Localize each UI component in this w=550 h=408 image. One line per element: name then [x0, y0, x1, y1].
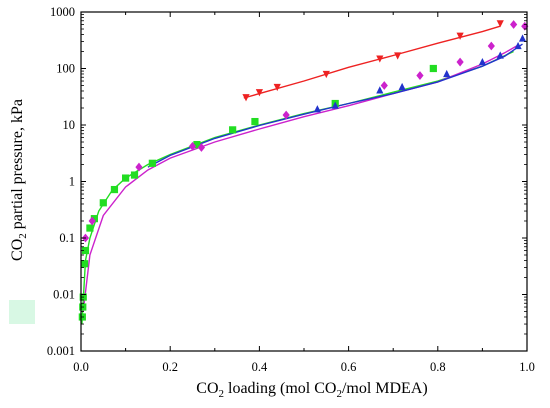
data-point-series-1: [251, 117, 259, 126]
data-point-series-2: [282, 110, 290, 120]
data-point-series-2: [197, 143, 206, 152]
data-point-series-1: [80, 260, 89, 268]
data-point-series-3: [514, 41, 522, 50]
data-point-series-3: [478, 57, 486, 66]
data-point-series-2: [188, 141, 197, 151]
data-point-series-2: [135, 162, 143, 172]
y-tick-label: 1: [69, 175, 75, 189]
y-tick-label: 0.1: [59, 231, 75, 245]
y-axis-title: CO2 partial pressure, kPa: [9, 99, 29, 261]
fit-curves: [81, 25, 523, 325]
data-point-series-3: [398, 82, 406, 91]
x-axis-title: CO2 loading (mol CO2/mol MDEA): [196, 380, 427, 400]
data-point-series-4: [273, 83, 281, 92]
data-point-series-1: [122, 174, 130, 182]
data-point-series-4: [376, 55, 384, 63]
fit-curve-series-2: [82, 44, 519, 312]
data-point-series-1: [229, 126, 237, 134]
data-point-series-3: [496, 51, 504, 59]
axes: [80, 11, 528, 352]
data-point-series-2: [88, 216, 96, 226]
data-point-series-1: [99, 199, 107, 207]
x-tick-label: 0.0: [73, 360, 89, 374]
data-point-series-2: [487, 41, 495, 51]
data-point-series-3: [376, 86, 384, 94]
data-point-series-1: [193, 140, 201, 149]
y-tick-label: 0.01: [53, 288, 75, 302]
data-point-series-2: [416, 71, 424, 80]
tick-labels: 0.0 0.2 0.4 0.6 0.8 1.0 0.001 0.01 0.1 1 10 100 1000: [47, 5, 535, 374]
data-point-series-4: [255, 89, 263, 97]
x-tick-label: 0.4: [252, 360, 268, 374]
fit-curve-series-4: [243, 25, 501, 99]
data-point-series-1: [110, 185, 119, 194]
data-point-series-1: [429, 64, 437, 73]
y-tick-label: 100: [56, 62, 75, 76]
data-point-series-3: [331, 101, 339, 109]
data-point-series-1: [86, 224, 94, 232]
data-point-series-4: [394, 52, 402, 60]
x-tick-label: 0.2: [162, 360, 178, 374]
data-point-series-3: [518, 34, 527, 42]
data-point-series-2: [510, 20, 518, 29]
data-markers: [78, 20, 529, 321]
y-tick-label: 10: [63, 118, 76, 132]
data-point-series-4: [242, 94, 250, 102]
highlight-region: [9, 300, 35, 324]
data-point-series-1: [81, 246, 90, 255]
x-tick-label: 0.6: [341, 360, 357, 374]
data-point-series-3: [313, 105, 321, 113]
x-tick-label: 0.8: [430, 360, 446, 374]
data-point-series-4: [496, 20, 504, 28]
data-point-series-2: [380, 81, 388, 90]
x-tick-label: 1.0: [519, 360, 535, 374]
data-point-series-3: [443, 69, 451, 78]
data-point-series-1: [90, 215, 98, 223]
data-point-series-2: [456, 57, 464, 67]
y-tick-label: 1000: [50, 5, 75, 19]
y-tick-label: 0.001: [47, 344, 75, 358]
data-point-series-1: [148, 159, 156, 167]
data-point-series-4: [456, 32, 464, 40]
fit-curve-series-1: [81, 50, 514, 325]
data-point-series-4: [322, 70, 330, 79]
data-point-series-1: [130, 171, 139, 179]
